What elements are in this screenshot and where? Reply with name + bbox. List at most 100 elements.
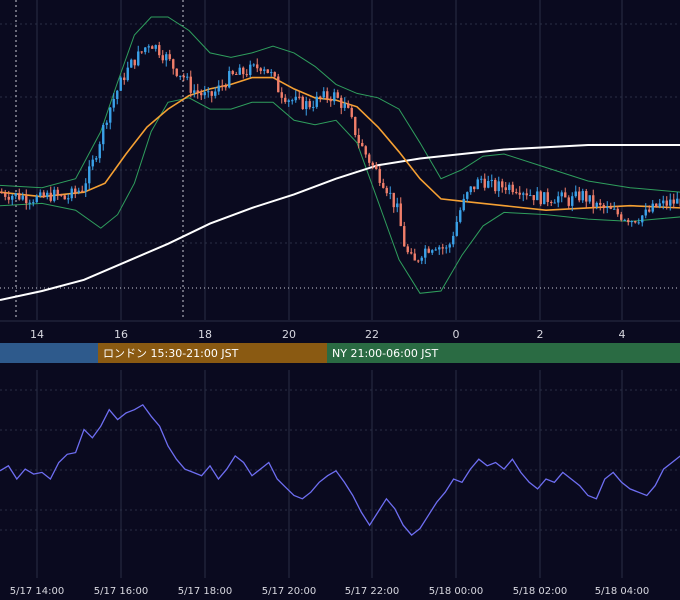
candle-body: [329, 99, 332, 102]
candle-125: [438, 245, 441, 255]
candle-112: [392, 192, 395, 213]
candle-body: [406, 246, 409, 253]
candle-107: [375, 161, 378, 170]
candle-body: [200, 92, 203, 96]
candle-64: [224, 83, 227, 91]
candle-body: [553, 202, 556, 204]
candle-body: [25, 195, 28, 204]
candle-172: [602, 202, 605, 214]
price-axis-tick-label: 0: [453, 328, 460, 341]
candle-170: [595, 201, 598, 210]
price-axis-tick-label: 18: [198, 328, 212, 341]
candle-42: [147, 44, 150, 53]
oscillator-axis-tick-label: 5/18 04:00: [595, 586, 649, 597]
candle-body: [217, 85, 220, 92]
candle-body: [326, 91, 329, 100]
candle-50: [175, 68, 178, 78]
candle-3: [11, 193, 14, 206]
candle-82: [287, 98, 290, 107]
candle-152: [532, 194, 535, 206]
candle-140: [490, 174, 493, 188]
session-segment-fill: [327, 343, 680, 363]
candle-185: [648, 205, 651, 213]
candle-48: [168, 49, 171, 61]
candle-181: [634, 220, 637, 224]
candle-154: [539, 190, 542, 207]
candle-body: [186, 76, 189, 78]
candle-body: [627, 219, 630, 223]
candle-body: [49, 192, 52, 201]
candle-body: [651, 203, 654, 212]
candle-body: [508, 184, 511, 191]
candle-26: [91, 155, 94, 171]
candle-128: [448, 242, 451, 253]
candle-131: [459, 207, 462, 224]
candle-body: [32, 202, 35, 204]
candle-body: [438, 247, 441, 250]
candle-body: [378, 169, 381, 183]
candle-98: [343, 97, 346, 111]
candle-53: [186, 73, 189, 81]
candle-body: [420, 257, 423, 261]
candle-body: [585, 191, 588, 202]
candle-body: [91, 159, 94, 167]
candle-164: [574, 185, 577, 198]
oscillator-axis-tick-label: 5/17 14:00: [10, 586, 64, 597]
candle-body: [480, 178, 483, 180]
candle-body: [270, 72, 273, 74]
candle-150: [525, 188, 528, 200]
candle-86: [301, 95, 304, 110]
candle-body: [497, 181, 500, 192]
candle-8: [28, 199, 31, 210]
candle-72: [252, 63, 255, 67]
candle-body: [641, 215, 644, 223]
candle-14: [49, 186, 52, 203]
candle-body: [424, 248, 427, 258]
candle-9: [32, 199, 35, 207]
candle-76: [266, 69, 269, 74]
candle-body: [193, 90, 196, 93]
candle-74: [259, 67, 262, 75]
candle-body: [81, 190, 84, 192]
price-axis-tick-label: 22: [365, 328, 379, 341]
candle-body: [476, 179, 479, 190]
candle-193: [676, 192, 679, 204]
candle-44: [154, 44, 157, 52]
candle-29: [102, 123, 105, 151]
candle-body: [588, 195, 591, 202]
candle-22: [77, 187, 80, 195]
candle-body: [396, 203, 399, 208]
candle-24: [84, 178, 87, 198]
candle-body: [245, 74, 248, 76]
candle-92: [322, 87, 325, 100]
candle-166: [581, 188, 584, 203]
candle-body: [532, 195, 535, 201]
candle-162: [567, 195, 570, 210]
candle-113: [396, 197, 399, 213]
candle-body: [539, 191, 542, 205]
candle-body: [207, 91, 210, 93]
candle-body: [7, 196, 10, 200]
candle-body: [389, 192, 392, 194]
candle-body: [616, 208, 619, 215]
candle-7: [25, 189, 28, 210]
price-axis-tick-label: 4: [619, 328, 626, 341]
candle-body: [515, 192, 518, 194]
candle-body: [676, 198, 679, 204]
candle-body: [669, 199, 672, 206]
candle-174: [609, 202, 612, 210]
candle-body: [613, 208, 616, 210]
candle-182: [637, 218, 640, 225]
moving-average-long-line: [0, 144, 680, 301]
candle-165: [578, 186, 581, 203]
candle-body: [126, 67, 129, 81]
candle-body: [648, 209, 651, 212]
candle-body: [354, 116, 357, 135]
candle-23: [81, 185, 84, 193]
candle-142: [497, 176, 500, 197]
candle-body: [221, 85, 224, 87]
candle-body: [431, 250, 434, 253]
candle-144: [504, 181, 507, 194]
price-time-axis: 14 16 18 20 22 0 2 4: [30, 328, 626, 341]
candle-43: [151, 45, 154, 49]
